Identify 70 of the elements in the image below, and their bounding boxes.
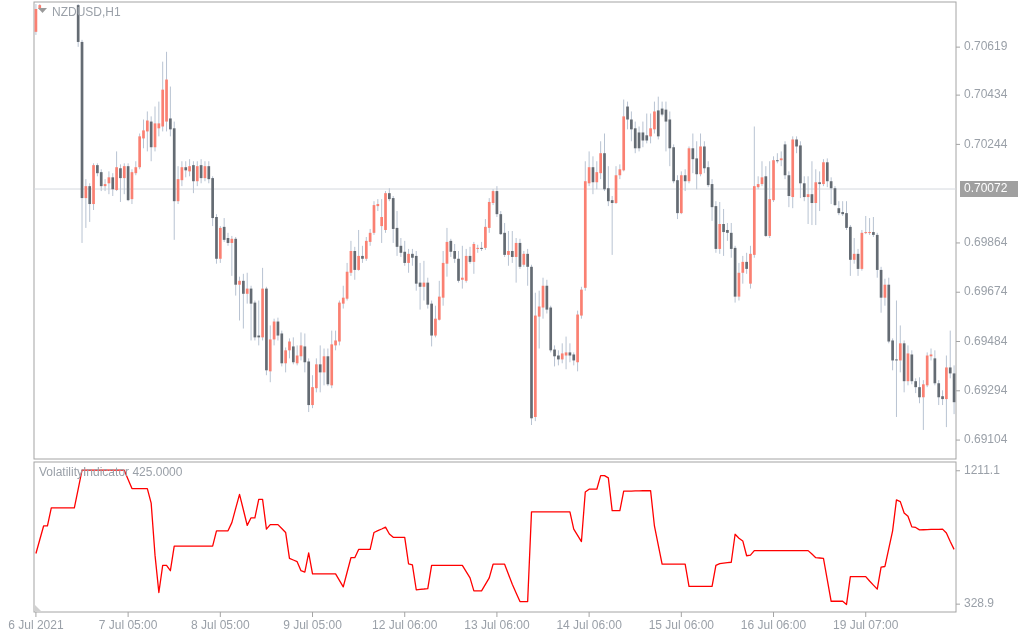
y-tick-label: 0.70244 bbox=[964, 136, 1008, 151]
candlestick bbox=[242, 273, 245, 330]
candlestick bbox=[111, 172, 115, 197]
candlestick bbox=[626, 101, 629, 130]
candlestick bbox=[461, 245, 464, 290]
candlestick bbox=[119, 163, 122, 203]
candlestick bbox=[722, 208, 725, 257]
x-tick-label: 9 Jul 05:00 bbox=[283, 618, 343, 632]
candlestick bbox=[357, 229, 360, 272]
candlestick bbox=[564, 336, 568, 370]
candlestick bbox=[895, 300, 898, 418]
candlestick bbox=[649, 113, 652, 144]
candlestick bbox=[918, 376, 921, 404]
candlestick bbox=[568, 342, 572, 363]
candlestick bbox=[288, 337, 291, 359]
candlestick bbox=[898, 324, 902, 373]
candlestick bbox=[822, 158, 825, 187]
candlestick bbox=[633, 121, 637, 154]
line-series bbox=[35, 469, 955, 606]
x-tick-label: 15 Jul 06:00 bbox=[648, 618, 715, 632]
y-tick-label: 1211.1 bbox=[964, 462, 1001, 477]
x-tick-label: 14 Jul 06:00 bbox=[556, 618, 623, 632]
y-tick-label: 0.69674 bbox=[964, 284, 1008, 299]
x-tick-label: 13 Jul 06:00 bbox=[464, 618, 530, 632]
candlestick bbox=[695, 140, 699, 190]
candlestick bbox=[407, 248, 410, 274]
x-tick-label: 16 Jul 06:00 bbox=[740, 618, 807, 632]
y-tick-label: 0.70434 bbox=[964, 87, 1008, 102]
candlestick bbox=[195, 160, 199, 187]
x-tick-label: 6 Jul 2021 bbox=[8, 618, 64, 632]
y-tick-label: 0.69104 bbox=[964, 432, 1008, 447]
candlestick bbox=[818, 170, 821, 212]
candlestick bbox=[868, 217, 871, 236]
y-tick-label: 0.69294 bbox=[964, 382, 1008, 397]
candlestick bbox=[645, 113, 649, 144]
candlestick bbox=[122, 162, 126, 195]
candlestick bbox=[507, 230, 510, 267]
candlestick bbox=[776, 152, 779, 164]
x-tick-label: 7 Jul 05:00 bbox=[98, 618, 158, 632]
x-tick-label: 8 Jul 05:00 bbox=[190, 618, 250, 632]
candlestick bbox=[852, 237, 856, 265]
candlestick bbox=[192, 160, 195, 194]
y-tick-label: 0.69864 bbox=[964, 235, 1008, 250]
candlestick bbox=[599, 140, 602, 180]
x-tick-label: 12 Jul 06:00 bbox=[372, 618, 438, 632]
candlestick bbox=[526, 248, 529, 287]
candlestick bbox=[403, 240, 407, 267]
candlestick bbox=[872, 216, 875, 238]
candlestick bbox=[510, 230, 514, 264]
y-tick-label: 0.70619 bbox=[964, 39, 1008, 54]
candlestick bbox=[291, 336, 295, 365]
candlestick bbox=[115, 150, 118, 192]
candlestick bbox=[284, 346, 287, 373]
candlestick bbox=[453, 243, 457, 264]
x-tick-label: 19 Jul 07:00 bbox=[833, 618, 899, 632]
y-tick-label: 328.9 bbox=[964, 596, 995, 611]
candlestick bbox=[553, 344, 556, 367]
candlestick bbox=[318, 344, 322, 393]
candlestick bbox=[99, 168, 103, 192]
candlestick bbox=[245, 272, 249, 305]
y-tick-label: 0.69484 bbox=[964, 333, 1008, 348]
candlestick bbox=[353, 246, 357, 281]
candlestick bbox=[683, 168, 687, 192]
candlestick bbox=[653, 101, 656, 134]
ref-line-label: 0.70072 bbox=[964, 181, 1008, 196]
candlestick bbox=[145, 110, 149, 152]
candlestick bbox=[238, 276, 241, 321]
candlestick bbox=[745, 252, 748, 275]
candlestick bbox=[457, 250, 460, 284]
candlestick bbox=[222, 217, 226, 243]
